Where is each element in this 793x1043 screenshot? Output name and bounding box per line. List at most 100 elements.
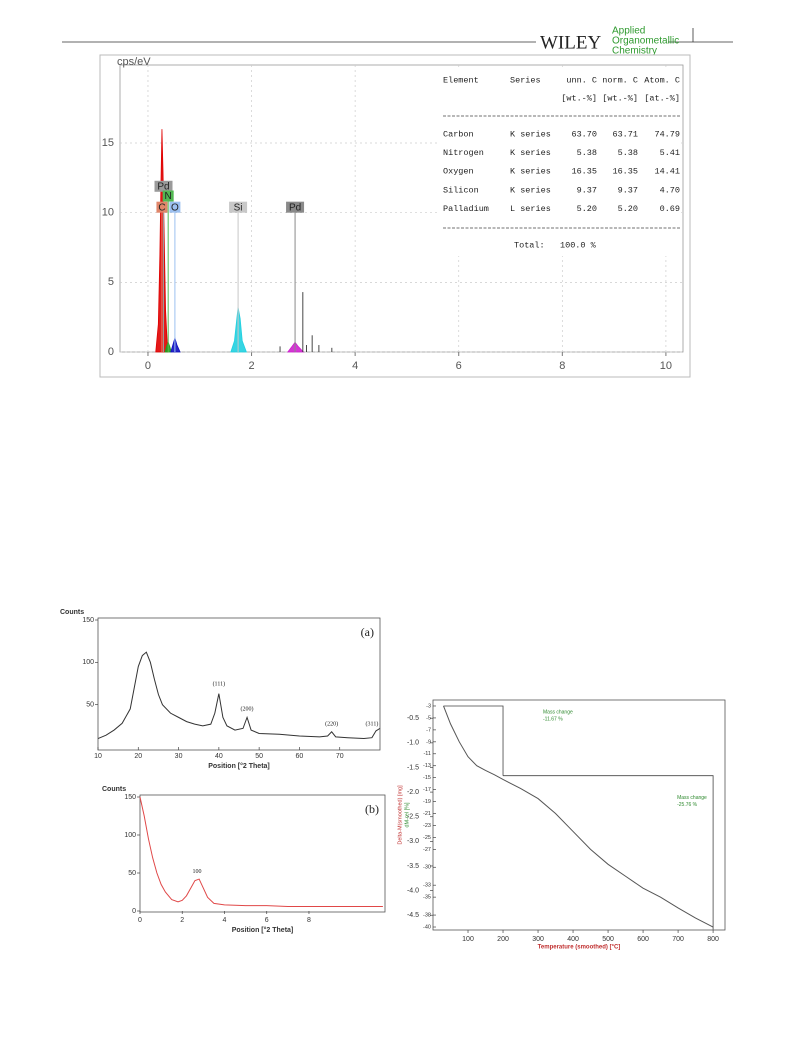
- data-line: [443, 705, 714, 928]
- y-axis-label: Counts: [60, 609, 84, 616]
- x-tick-label: 30: [175, 753, 183, 760]
- table-cell: K series: [510, 185, 551, 195]
- y2-tick-label: -40: [423, 924, 431, 930]
- peak-label: (111): [213, 681, 226, 688]
- table-cell: 5.38: [618, 148, 638, 158]
- y-tick-label: 150: [124, 794, 136, 801]
- y-tick-label: -3.5: [407, 863, 419, 870]
- x-tick-label: 50: [255, 753, 263, 760]
- y-tick-label: -1.5: [407, 764, 419, 771]
- x-tick-label: 4: [223, 917, 227, 924]
- y-axis-label: cps/eV: [117, 56, 151, 68]
- table-cell: 5.38: [577, 148, 597, 158]
- table-cell: Element: [443, 75, 479, 85]
- table-cell: 4.70: [660, 185, 680, 195]
- table-cell: unn. C: [566, 75, 597, 85]
- y-tick-label: 5: [108, 276, 114, 288]
- y2-tick-label: -35: [423, 895, 431, 901]
- y-tick-label: -4.5: [407, 912, 419, 919]
- spectrum-peak: [287, 341, 305, 353]
- panel-label: (a): [361, 625, 374, 639]
- y-tick-label: -2.0: [407, 789, 419, 796]
- x-tick-label: 4: [352, 360, 358, 372]
- y-tick-label: -2.5: [407, 814, 419, 821]
- spectrum-peak: [170, 336, 181, 353]
- x-tick-label: 40: [215, 753, 223, 760]
- spectrum-peak: [230, 307, 247, 353]
- table-cell: Series: [510, 75, 541, 85]
- y-tick-label: -3.0: [407, 838, 419, 845]
- y2-tick-label: -33: [423, 883, 431, 889]
- element-label-box: [286, 201, 305, 213]
- y-tick-label: 150: [82, 617, 94, 624]
- panel-label: (b): [365, 802, 379, 816]
- y2-tick-label: -19: [423, 799, 431, 805]
- x-tick-label: 20: [134, 753, 142, 760]
- x-tick-label: 0: [138, 917, 142, 924]
- x-axis-label: Temperature (smoothed) [°C]: [538, 945, 621, 951]
- table-cell: 5.20: [577, 204, 597, 214]
- data-line: [139, 796, 383, 907]
- x-tick-label: 60: [296, 753, 304, 760]
- y-tick-label: 100: [82, 659, 94, 666]
- element-label: C: [158, 202, 165, 213]
- y2-tick-label: -11: [423, 751, 431, 757]
- table-cell: 9.37: [618, 185, 638, 195]
- y2-tick-label: -25: [423, 835, 431, 841]
- step-value-label: -11.67 %: [543, 716, 563, 722]
- y2-tick-label: -5: [426, 715, 431, 721]
- table-cell: 16.35: [571, 167, 597, 177]
- table-cell: L series: [510, 204, 551, 214]
- table-cell: [wt.-%]: [602, 93, 638, 103]
- x-tick-label: 500: [602, 936, 614, 943]
- table-cell: K series: [510, 129, 551, 139]
- mass-step: [503, 775, 714, 930]
- y2-tick-label: -38: [423, 913, 431, 919]
- table-cell: Oxygen: [443, 167, 474, 177]
- x-tick-label: 8: [559, 360, 565, 372]
- x-tick-label: 800: [707, 936, 719, 943]
- y-axis-label: Delta-M(smoothed) [mg]: [397, 785, 403, 845]
- x-tick-label: 70: [336, 753, 344, 760]
- table-cell: 14.41: [654, 167, 680, 177]
- element-label-box: [162, 190, 174, 202]
- table-cell: [at.-%]: [644, 93, 680, 103]
- table-cell: Nitrogen: [443, 148, 484, 158]
- peak-label: 100: [193, 869, 202, 875]
- table-cell: 5.41: [660, 148, 680, 158]
- table-cell: 0.69: [660, 204, 680, 214]
- y-tick-label: 50: [86, 702, 94, 709]
- y-tick-label: -1.0: [407, 740, 419, 747]
- x-tick-label: 0: [145, 360, 151, 372]
- journal-line: Chemistry: [612, 46, 657, 57]
- table-cell: Palladium: [443, 204, 489, 214]
- y-tick-label: -4.0: [407, 887, 419, 894]
- data-line: [97, 651, 381, 740]
- y-tick-label: 15: [102, 137, 114, 149]
- table-cell: 63.71: [612, 129, 638, 139]
- x-tick-label: 6: [265, 917, 269, 924]
- x-tick-label: 700: [672, 936, 684, 943]
- y2-tick-label: -17: [423, 787, 431, 793]
- table-cell: 16.35: [612, 167, 638, 177]
- table-bg: [437, 68, 681, 256]
- x-tick-label: 8: [307, 917, 311, 924]
- table-cell: 63.70: [571, 129, 597, 139]
- element-label: Si: [234, 202, 243, 213]
- element-label: O: [171, 202, 179, 213]
- peak-label: (220): [325, 721, 338, 728]
- table-cell: K series: [510, 167, 551, 177]
- y-tick-label: 10: [102, 207, 114, 219]
- table-cell: 5.20: [618, 204, 638, 214]
- x-tick-label: 10: [94, 753, 102, 760]
- table-cell: 9.37: [577, 185, 597, 195]
- x-tick-label: 10: [660, 360, 672, 372]
- y-tick-label: 0: [132, 908, 136, 915]
- table-cell: Atom. C: [644, 75, 680, 85]
- element-label: N: [165, 191, 172, 202]
- y-tick-label: 50: [128, 870, 136, 877]
- y2-axis-label: dM-rel [%]: [404, 802, 410, 828]
- x-tick-label: 6: [456, 360, 462, 372]
- table-cell: [wt.-%]: [561, 93, 597, 103]
